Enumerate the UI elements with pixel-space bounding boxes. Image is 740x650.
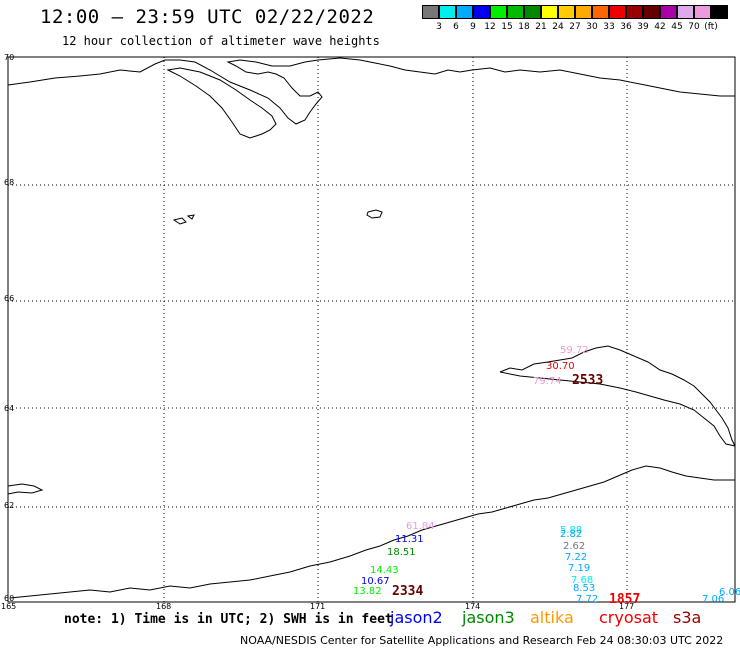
wave-height-label: 14.43	[370, 565, 399, 576]
lat-label: 70	[4, 53, 14, 62]
wave-height-label: 7.06	[702, 594, 724, 605]
wave-height-label: 2.82	[560, 529, 582, 540]
wave-height-label: 61.84	[406, 521, 435, 532]
legend-tick-label: 36	[620, 22, 632, 32]
legend-tick-label: 12	[484, 22, 496, 32]
legend-tick-label: 15	[501, 22, 513, 32]
legend-swatch	[711, 5, 728, 19]
lon-label: 165	[1, 602, 16, 611]
wave-height-label: 2334	[392, 584, 423, 599]
norton-sound-south	[499, 371, 736, 447]
legend-tick-label: 30	[586, 22, 598, 32]
satellite-jason3-label: jason3	[462, 608, 515, 627]
small-island-2	[172, 214, 195, 225]
wave-height-label: 8.53	[573, 583, 595, 594]
legend-swatch	[473, 5, 490, 19]
legend-tick-label: (ft)	[704, 22, 718, 32]
wave-height-label: 7.19	[568, 563, 590, 574]
legend-tick-label: 21	[535, 22, 547, 32]
wave-height-label: 59.72	[560, 345, 589, 356]
observations: 59.72 30.70 79.74 2533 61.84 11.31 18.51…	[353, 345, 740, 607]
legend-tick-label: 3	[436, 22, 442, 32]
wave-height-label: 2.62	[563, 541, 585, 552]
wave-height-label: 5.88	[560, 525, 582, 536]
legend-swatch	[660, 5, 677, 19]
wave-height-label: 2533	[572, 373, 603, 388]
satellite-s3a-label: s3a	[673, 608, 702, 627]
lon-label: 171	[310, 602, 325, 611]
wave-height-label: 1857	[609, 592, 640, 607]
alaska-lower-coast	[9, 465, 735, 599]
legend-swatch	[507, 5, 524, 19]
graticule	[8, 57, 735, 602]
lat-label: 60	[4, 594, 14, 603]
legend-swatch	[541, 5, 558, 19]
wave-height-label: 7.68	[571, 575, 593, 586]
lat-label: 66	[4, 294, 14, 303]
legend-swatch	[694, 5, 711, 19]
lon-label: 168	[156, 602, 171, 611]
legend-swatch	[677, 5, 694, 19]
lat-label: 62	[4, 501, 14, 510]
legend-tick-label: 45	[671, 22, 683, 32]
seward-peninsula	[499, 345, 736, 447]
lat-label: 68	[4, 178, 14, 187]
wave-height-label: 7.22	[565, 552, 587, 563]
legend-swatch	[592, 5, 609, 19]
legend-swatch	[456, 5, 473, 19]
wave-height-label: 18.51	[387, 547, 416, 558]
map-frame	[7, 56, 736, 603]
kolyuchin-bay	[166, 67, 277, 139]
satellite-altika-label: altika	[530, 608, 574, 627]
map-title: 12:00 – 23:59 UTC 02/22/2022	[40, 6, 375, 28]
legend-tick-label: 18	[518, 22, 530, 32]
wave-height-label: 7.72	[576, 594, 598, 605]
wave-height-label: 10.67	[361, 576, 390, 587]
wave-height-label: 11.31	[395, 534, 424, 545]
legend-swatch	[626, 5, 643, 19]
legend-swatch	[609, 5, 626, 19]
legend-swatch	[643, 5, 660, 19]
legend-swatch	[422, 5, 439, 19]
map-subtitle: 12 hour collection of altimeter wave hei…	[62, 34, 380, 48]
st-lawrence-island	[7, 483, 44, 495]
coastlines	[7, 57, 736, 599]
legend-tick-label: 33	[603, 22, 615, 32]
legend-tick-label: 6	[453, 22, 459, 32]
legend-swatch	[524, 5, 541, 19]
legend-tick-label: 70	[688, 22, 700, 32]
lon-label: 174	[465, 602, 480, 611]
legend-swatch	[558, 5, 575, 19]
legend-tick-label: 42	[654, 22, 666, 32]
wave-height-label: 13.82	[353, 586, 382, 597]
wave-height-label: 79.74	[533, 376, 562, 387]
chukotka-coast	[7, 57, 735, 125]
lon-label: 177	[619, 602, 634, 611]
wave-height-label: 30.70	[546, 361, 575, 372]
small-island-1	[366, 209, 383, 219]
units-note: note: 1) Time is in UTC; 2) SWH is in fe…	[64, 612, 393, 627]
legend-tick-label: 27	[569, 22, 581, 32]
legend-swatch	[439, 5, 456, 19]
lat-labels: 70 68 66 64 62 60	[4, 53, 14, 603]
legend-swatch	[490, 5, 507, 19]
lat-label: 64	[4, 404, 14, 413]
legend-tick-label: 9	[470, 22, 476, 32]
lon-labels: 165 168 171 174 177	[1, 602, 634, 611]
satellite-cryosat-label: cryosat	[599, 608, 659, 627]
legend-swatch	[575, 5, 592, 19]
credit-footer: NOAA/NESDIS Center for Satellite Applica…	[240, 634, 724, 647]
wave-height-label: 6.06	[719, 587, 740, 598]
legend-tick-label: 24	[552, 22, 564, 32]
legend-tick-label: 39	[637, 22, 649, 32]
satellite-jason2-label: jason2	[390, 608, 443, 627]
